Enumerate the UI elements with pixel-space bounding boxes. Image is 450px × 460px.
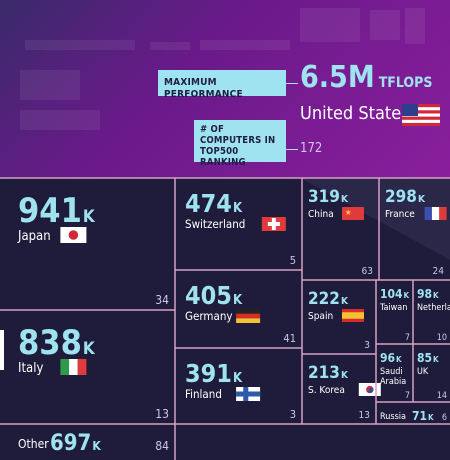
flag-germany-icon <box>236 309 261 323</box>
count-label: 84 <box>155 439 169 453</box>
country-label: Other <box>18 437 49 451</box>
value-label: 405K <box>185 281 243 310</box>
cell-russia: Russia 71K 6 <box>380 409 447 423</box>
cell-china: 319K China ★ 63 <box>308 187 373 277</box>
leader-country-name: United States <box>300 103 410 124</box>
flag-france-icon <box>424 207 447 220</box>
performance-number: 6.5M <box>300 60 375 95</box>
value-label: 391K <box>185 359 243 388</box>
country-label: Spain <box>308 311 333 322</box>
count-label: 3 <box>364 340 370 351</box>
count-label: 14 <box>437 391 447 401</box>
cell-taiwan: 104K Taiwan 7 <box>379 287 410 343</box>
value-label: 298K <box>385 187 426 207</box>
value-label: 96K <box>380 351 402 365</box>
country-label: Arabia <box>380 377 406 387</box>
value-label: 104K <box>380 287 410 301</box>
country-label: France <box>385 209 415 220</box>
flag-japan-icon <box>60 227 87 243</box>
value-label: 222K <box>308 289 349 309</box>
performance-value: 6.5M TFLOPS <box>300 60 432 101</box>
value-label: 474K <box>185 189 243 218</box>
value-label: 697K <box>50 431 101 456</box>
country-label: S. Korea <box>308 385 345 396</box>
country-label: Germany <box>185 309 233 323</box>
decorative-block <box>300 8 360 42</box>
leader-country: United States <box>300 102 410 126</box>
performance-unit: TFLOPS <box>378 75 433 91</box>
country-label: Russia <box>380 412 406 422</box>
decorative-block <box>370 10 400 40</box>
country-label: UK <box>417 367 429 377</box>
country-label: Italy <box>18 361 43 376</box>
country-label: Switzerland <box>185 217 245 231</box>
country-label: Finland <box>185 387 222 401</box>
value-label: 85K <box>417 351 439 365</box>
flag-finland-icon <box>236 387 261 401</box>
count-label: 7 <box>405 391 410 401</box>
count-label: 10 <box>437 333 447 343</box>
count-label: 7 <box>405 333 410 343</box>
count-label: 6 <box>442 413 447 423</box>
cell-spain: 222K Spain 3 <box>308 289 370 351</box>
performance-connector <box>286 83 298 84</box>
performance-label: MAXIMUM PERFORMANCE <box>158 70 286 100</box>
cell-uk: 85K UK 14 <box>417 351 447 401</box>
treemap-shade <box>0 178 450 460</box>
country-label: Saudi <box>380 367 403 377</box>
count-label: 34 <box>155 293 169 307</box>
cell-s-korea: 213K S. Korea 13 <box>308 363 381 421</box>
cell-netherlands: 98K Netherlands 10 <box>417 287 450 343</box>
value-label: 213K <box>308 363 349 383</box>
decorative-block <box>20 110 100 130</box>
count-label: 13 <box>155 407 169 421</box>
value-label: 941K <box>18 191 96 231</box>
count-label: 5 <box>290 254 296 267</box>
highlight-marker <box>0 330 4 370</box>
svg-text:★: ★ <box>345 208 351 217</box>
flag-spain-icon <box>342 309 364 322</box>
decorative-block <box>150 42 190 50</box>
value-label: 71K <box>412 409 434 423</box>
cell-france: 298K France 24 <box>385 187 447 277</box>
decorative-block <box>25 40 135 50</box>
country-label: China <box>308 209 334 220</box>
count-label: 63 <box>362 266 373 277</box>
count-label: 41 <box>283 332 296 345</box>
flag-italy-icon <box>60 359 87 375</box>
flag-switzerland-icon <box>261 217 286 231</box>
cell-other: Other 697K 84 <box>18 431 169 456</box>
value-label: 98K <box>417 287 439 301</box>
computers-label: # OF COMPUTERS IN TOP500 RANKING <box>194 120 286 168</box>
count-label: 24 <box>433 266 445 277</box>
leader-count: 172 <box>300 141 323 156</box>
count-label: 13 <box>359 410 370 421</box>
decorative-block <box>20 70 80 100</box>
value-label: 319K <box>308 187 349 207</box>
decorative-block <box>200 40 290 50</box>
count-label: 3 <box>290 408 296 421</box>
country-label: Netherlands <box>417 303 450 313</box>
country-label: Japan <box>17 229 51 244</box>
flag-china-icon: ★ <box>342 207 364 220</box>
country-label: Taiwan <box>379 303 407 313</box>
computers-connector <box>286 149 298 150</box>
decorative-block <box>405 8 425 44</box>
value-label: 838K <box>18 323 96 363</box>
